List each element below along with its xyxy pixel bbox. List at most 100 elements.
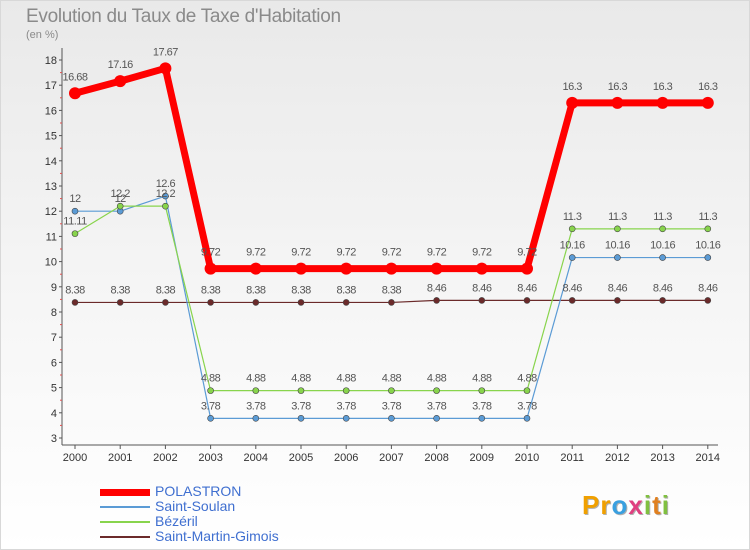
- legend-label: POLASTRON: [155, 483, 242, 499]
- data-label: 8.38: [336, 284, 356, 296]
- data-label: 10.16: [560, 240, 585, 252]
- y-tick-label: 7: [51, 332, 57, 344]
- data-point: [568, 225, 576, 233]
- data-label: 16.68: [62, 71, 87, 83]
- data-point: [116, 299, 124, 306]
- data-label: 12.2: [110, 188, 130, 200]
- data-label: 8.38: [291, 284, 311, 296]
- x-tick-label: 2009: [470, 452, 494, 464]
- y-tick-label: 18: [45, 55, 57, 67]
- x-tick-label: 2013: [650, 452, 674, 464]
- data-point: [433, 415, 440, 422]
- data-point: [252, 299, 260, 306]
- y-tick-label: 14: [45, 156, 57, 168]
- data-point: [207, 415, 214, 422]
- data-point: [614, 297, 621, 304]
- logo-letter: o: [611, 490, 629, 520]
- data-point: [701, 96, 714, 109]
- data-label: 8.38: [65, 284, 85, 296]
- data-point: [433, 387, 440, 394]
- x-tick-label: 2001: [108, 452, 132, 464]
- data-label: 11.3: [608, 211, 627, 223]
- y-tick-label: 13: [45, 181, 57, 193]
- data-point: [475, 262, 488, 275]
- unit-label: (en %): [26, 29, 59, 41]
- data-label: 3.78: [517, 400, 537, 412]
- data-label: 8.38: [156, 284, 176, 296]
- data-point: [207, 387, 214, 394]
- data-label: 12.2: [156, 188, 176, 200]
- data-label: 4.88: [517, 373, 537, 385]
- data-label: 8.38: [382, 284, 402, 296]
- data-label: 16.3: [562, 81, 582, 93]
- data-label: 8.46: [608, 282, 628, 294]
- x-tick-label: 2002: [153, 452, 177, 464]
- data-point: [252, 387, 260, 394]
- data-label: 4.88: [427, 373, 447, 385]
- data-label: 4.88: [336, 373, 356, 385]
- data-label: 16.3: [653, 81, 673, 93]
- data-label: 3.78: [336, 400, 356, 412]
- data-point: [252, 415, 260, 422]
- legend-swatch: [100, 506, 150, 508]
- data-point: [159, 62, 172, 75]
- x-tick-label: 2007: [379, 452, 403, 464]
- data-label: 12: [115, 193, 127, 205]
- data-point: [342, 415, 350, 422]
- data-label: 10.16: [605, 240, 630, 252]
- data-label: 9.72: [336, 247, 356, 259]
- legend-label: Bézéril: [155, 513, 198, 529]
- data-point: [478, 297, 486, 304]
- data-point: [71, 299, 79, 306]
- data-label: 11.11: [63, 216, 87, 228]
- logo-letter: r: [600, 490, 612, 520]
- legend-swatch: [100, 488, 150, 496]
- x-tick-label: 2005: [289, 452, 313, 464]
- data-point: [297, 387, 305, 394]
- data-point: [342, 387, 350, 394]
- y-tick-label: 3: [51, 433, 57, 445]
- chart-title: Evolution du Taux de Taxe d'Habitation: [26, 6, 341, 27]
- data-point: [614, 254, 621, 261]
- y-tick-label: 12: [45, 206, 57, 218]
- y-tick-label: 8: [51, 307, 57, 319]
- data-point: [478, 387, 486, 394]
- x-tick-label: 2006: [334, 452, 358, 464]
- data-point: [295, 262, 307, 275]
- logo-letter: i: [643, 490, 653, 520]
- data-point: [71, 230, 79, 237]
- data-label: 10.16: [650, 240, 675, 252]
- y-tick-label: 10: [45, 257, 57, 269]
- data-label: 8.46: [698, 282, 718, 294]
- data-label: 4.88: [472, 373, 492, 385]
- legend-label: Saint-Martin-Gimois: [155, 528, 279, 544]
- data-point: [568, 297, 576, 304]
- data-label: 3.78: [201, 400, 221, 412]
- data-label: 11.3: [653, 211, 672, 223]
- data-point: [704, 225, 712, 233]
- logo-letter: t: [652, 490, 662, 520]
- data-point: [207, 299, 214, 306]
- data-label: 8.38: [110, 284, 130, 296]
- data-point: [162, 202, 169, 210]
- data-label: 8.46: [427, 282, 447, 294]
- data-point: [568, 254, 576, 261]
- data-point: [71, 207, 79, 215]
- data-point: [385, 262, 398, 275]
- x-tick-label: 2014: [696, 452, 720, 464]
- data-label: 9.72: [427, 247, 447, 259]
- legend-swatch: [100, 536, 150, 538]
- data-point: [388, 387, 395, 394]
- x-tick-label: 2011: [560, 452, 584, 464]
- data-point: [611, 96, 624, 109]
- data-label: 3.78: [291, 400, 311, 412]
- logo-letter: x: [628, 490, 644, 520]
- data-label: 3.78: [427, 400, 447, 412]
- data-point: [116, 202, 124, 210]
- data-point: [297, 415, 305, 422]
- data-label: 9.72: [472, 247, 492, 259]
- data-label: 9.72: [291, 247, 311, 259]
- data-label: 4.88: [382, 373, 402, 385]
- data-label: 12: [69, 193, 81, 205]
- data-point: [614, 225, 621, 233]
